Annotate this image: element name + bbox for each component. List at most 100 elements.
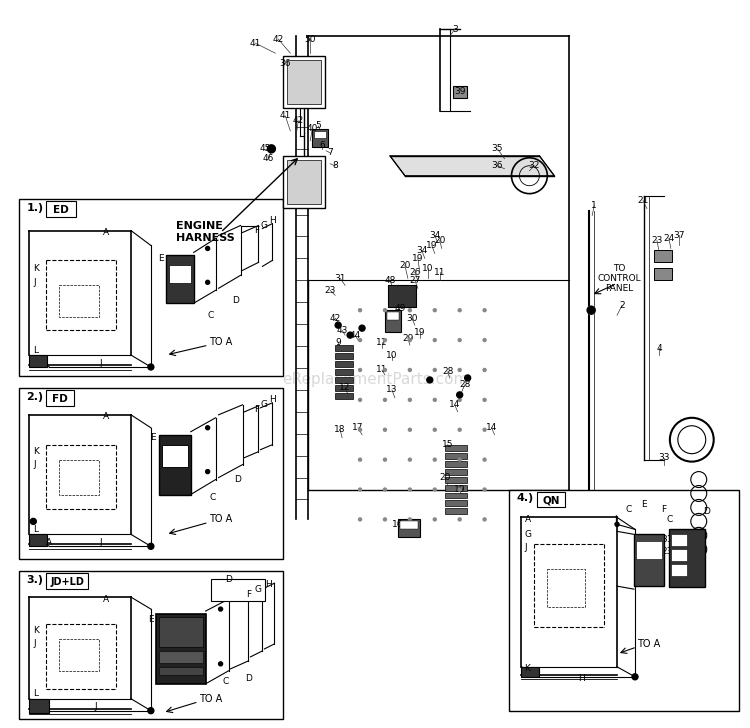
Circle shape <box>218 662 223 666</box>
Bar <box>46 573 88 589</box>
Bar <box>211 579 266 601</box>
Bar <box>29 355 47 367</box>
Text: TO A: TO A <box>209 337 232 347</box>
Bar <box>287 60 321 104</box>
Text: 42: 42 <box>273 35 284 44</box>
Text: 23: 23 <box>651 236 662 245</box>
Bar <box>314 131 326 138</box>
Bar <box>445 485 466 491</box>
Bar <box>284 156 326 207</box>
Bar <box>445 508 466 515</box>
Circle shape <box>408 309 411 312</box>
Bar <box>20 388 284 559</box>
Text: C: C <box>223 677 229 687</box>
Text: F: F <box>254 405 259 414</box>
Circle shape <box>408 428 411 431</box>
Text: J: J <box>100 358 102 368</box>
Text: 40: 40 <box>307 124 318 133</box>
Text: QN: QN <box>542 496 560 505</box>
Circle shape <box>483 428 486 431</box>
Text: 30: 30 <box>406 314 418 323</box>
Circle shape <box>483 458 486 461</box>
Text: 23: 23 <box>662 547 673 555</box>
Circle shape <box>359 325 365 331</box>
Bar <box>162 445 188 467</box>
Text: 43: 43 <box>337 325 348 335</box>
Text: FD: FD <box>53 394 68 404</box>
Text: G: G <box>524 530 532 539</box>
Text: L: L <box>33 525 38 534</box>
Circle shape <box>465 375 471 381</box>
Text: 27: 27 <box>410 276 421 285</box>
Text: J: J <box>33 460 36 469</box>
Circle shape <box>148 364 154 370</box>
Text: A: A <box>103 595 109 604</box>
Circle shape <box>632 674 638 680</box>
Text: J: J <box>100 538 102 547</box>
Text: ENGINE: ENGINE <box>176 221 223 231</box>
Bar <box>166 256 194 304</box>
Text: 28: 28 <box>459 381 470 389</box>
Bar <box>453 86 466 98</box>
Text: F: F <box>254 226 259 235</box>
Text: G: G <box>255 585 262 593</box>
Text: PANEL: PANEL <box>605 284 633 293</box>
Text: J: J <box>33 639 36 649</box>
Bar <box>670 534 687 546</box>
Circle shape <box>458 488 461 491</box>
Bar <box>169 266 190 283</box>
Bar <box>335 385 353 391</box>
Bar <box>29 699 50 713</box>
Text: J: J <box>614 515 617 524</box>
Bar <box>156 614 206 684</box>
Bar <box>388 285 416 307</box>
Bar <box>335 393 353 399</box>
Text: TO A: TO A <box>637 639 660 649</box>
Text: 17: 17 <box>352 423 364 432</box>
Bar <box>59 459 99 494</box>
Text: 28: 28 <box>442 368 454 376</box>
Text: TO A: TO A <box>209 515 232 524</box>
Text: 34: 34 <box>416 246 428 255</box>
Bar <box>445 461 466 467</box>
Circle shape <box>383 458 386 461</box>
Circle shape <box>458 398 461 401</box>
Circle shape <box>433 398 436 401</box>
Circle shape <box>483 309 486 312</box>
Text: 21: 21 <box>638 196 649 205</box>
Bar <box>159 617 203 647</box>
Circle shape <box>30 518 36 524</box>
Text: 26: 26 <box>410 268 421 277</box>
Text: E: E <box>641 500 646 509</box>
Bar <box>445 477 466 483</box>
Circle shape <box>383 339 386 341</box>
Circle shape <box>218 607 223 611</box>
Text: A: A <box>103 412 109 422</box>
Bar <box>445 453 466 459</box>
Circle shape <box>206 470 210 474</box>
Circle shape <box>408 368 411 371</box>
Circle shape <box>433 518 436 521</box>
Bar <box>654 250 672 262</box>
Text: 2.): 2.) <box>26 392 44 402</box>
Circle shape <box>615 523 619 526</box>
Bar <box>335 377 353 383</box>
Text: 39: 39 <box>454 87 466 95</box>
Text: C: C <box>208 311 214 320</box>
Bar <box>445 445 466 451</box>
Text: 4.): 4.) <box>517 494 534 504</box>
Text: TO: TO <box>613 264 626 273</box>
Circle shape <box>383 428 386 431</box>
Text: 20: 20 <box>399 261 410 270</box>
Bar <box>654 269 672 280</box>
Text: H: H <box>269 216 276 225</box>
Circle shape <box>358 518 362 521</box>
Circle shape <box>433 458 436 461</box>
Circle shape <box>206 247 210 250</box>
Bar <box>548 569 585 607</box>
Text: 44: 44 <box>350 331 361 339</box>
Text: 15: 15 <box>442 440 454 449</box>
Circle shape <box>383 309 386 312</box>
Text: F: F <box>661 505 666 514</box>
Text: 24: 24 <box>663 234 674 243</box>
